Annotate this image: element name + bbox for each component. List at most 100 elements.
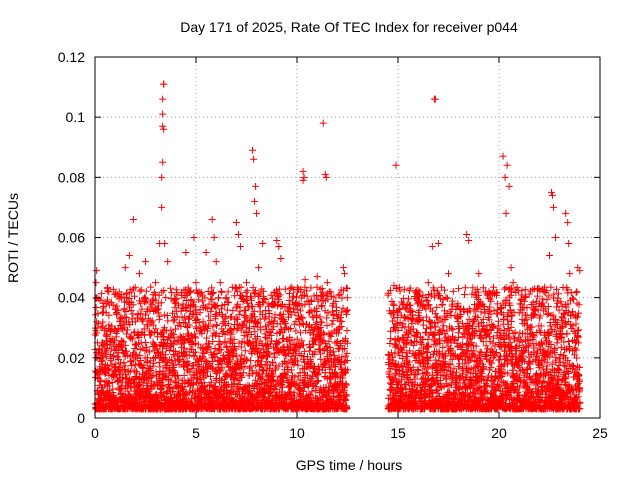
bulk-point xyxy=(97,376,105,384)
bulk-point xyxy=(431,293,439,301)
bulk-point xyxy=(127,307,135,315)
bulk-point xyxy=(118,324,126,332)
bulk-point xyxy=(323,322,331,330)
bulk-point xyxy=(137,286,145,294)
bulk-point xyxy=(343,327,351,335)
bulk-point xyxy=(104,284,112,292)
bulk-point xyxy=(209,323,217,331)
bulk-point xyxy=(130,356,138,364)
bulk-point xyxy=(217,287,225,295)
bulk-point xyxy=(102,353,110,361)
bulk-point xyxy=(215,294,223,302)
bulk-point xyxy=(213,321,221,329)
bulk-point xyxy=(126,368,134,376)
bulk-point xyxy=(120,306,128,314)
bulk-point xyxy=(122,374,130,382)
bulk-point xyxy=(131,292,139,300)
bulk-point xyxy=(94,319,102,327)
bulk-point xyxy=(109,301,117,309)
bulk-point xyxy=(181,319,189,327)
bulk-point xyxy=(110,352,118,360)
bulk-point xyxy=(293,293,301,301)
bulk-point xyxy=(206,316,214,324)
bulk-point xyxy=(481,309,489,317)
bulk-point xyxy=(103,362,111,370)
bulk-point xyxy=(129,301,137,309)
bulk-point xyxy=(111,347,119,355)
bulk-point xyxy=(317,302,325,310)
bulk-point xyxy=(114,355,122,363)
bulk-point xyxy=(109,388,117,396)
bulk-point xyxy=(332,303,340,311)
bulk-point xyxy=(129,285,137,293)
bulk-point xyxy=(116,365,124,373)
bulk-point xyxy=(224,288,232,296)
bulk-point xyxy=(125,295,133,303)
bulk-point xyxy=(99,341,107,349)
bulk-point xyxy=(103,296,111,304)
bulk-point xyxy=(103,330,111,338)
bulk-point xyxy=(424,335,432,343)
bulk-point xyxy=(99,318,107,326)
bulk-point xyxy=(97,350,105,358)
bulk-point xyxy=(208,284,216,292)
bulk-point xyxy=(98,322,106,330)
bulk-point xyxy=(318,318,326,326)
bulk-point xyxy=(192,323,200,331)
bulk-point xyxy=(242,288,250,296)
bulk-point xyxy=(438,300,446,308)
bulk-point xyxy=(113,302,121,310)
bulk-point xyxy=(323,314,331,322)
bulk-point xyxy=(328,320,336,328)
bulk-point xyxy=(208,289,216,297)
bulk-point xyxy=(156,312,164,320)
bulk-point xyxy=(112,360,120,368)
bulk-point xyxy=(95,346,103,354)
bulk-point xyxy=(111,371,119,379)
bulk-point xyxy=(118,384,126,392)
bulk-point xyxy=(120,366,128,374)
bulk-point xyxy=(250,323,258,331)
bulk-point xyxy=(124,387,132,395)
bulk-point xyxy=(155,316,163,324)
bulk-point xyxy=(493,300,501,308)
bulk-point xyxy=(128,288,136,296)
bulk-point xyxy=(247,357,255,365)
bulk-point xyxy=(109,285,117,293)
bulk-point xyxy=(136,287,144,295)
bulk-point xyxy=(264,353,272,361)
bulk-point xyxy=(518,287,526,295)
bulk-point xyxy=(193,310,201,318)
bulk-point xyxy=(218,288,226,296)
bulk-point xyxy=(286,284,294,292)
bulk-point xyxy=(423,368,431,376)
bulk-point xyxy=(104,366,112,374)
bulk-point xyxy=(114,307,122,315)
bulk-point xyxy=(405,295,413,303)
bulk-point xyxy=(93,318,101,326)
bulk-point xyxy=(243,287,251,295)
bulk-point xyxy=(147,283,155,291)
bulk-point xyxy=(169,317,177,325)
bulk-point xyxy=(127,333,135,341)
bulk-point xyxy=(107,327,115,335)
bulk-point xyxy=(414,367,422,375)
bulk-point xyxy=(108,379,116,387)
bulk-point xyxy=(460,290,468,298)
bulk-point xyxy=(247,363,255,371)
bulk-point xyxy=(432,340,440,348)
bulk-point xyxy=(422,325,430,333)
bulk-point xyxy=(180,371,188,379)
bulk-point xyxy=(113,352,121,360)
bulk-point xyxy=(95,371,103,379)
bulk-point xyxy=(329,307,337,315)
bulk-point xyxy=(128,362,136,370)
bulk-point xyxy=(281,285,289,293)
bulk-point xyxy=(216,367,224,375)
bulk-point xyxy=(120,338,128,346)
bulk-point xyxy=(130,379,138,387)
bulk-point xyxy=(105,365,113,373)
bulk-point xyxy=(387,335,395,343)
bulk-point xyxy=(338,318,346,326)
